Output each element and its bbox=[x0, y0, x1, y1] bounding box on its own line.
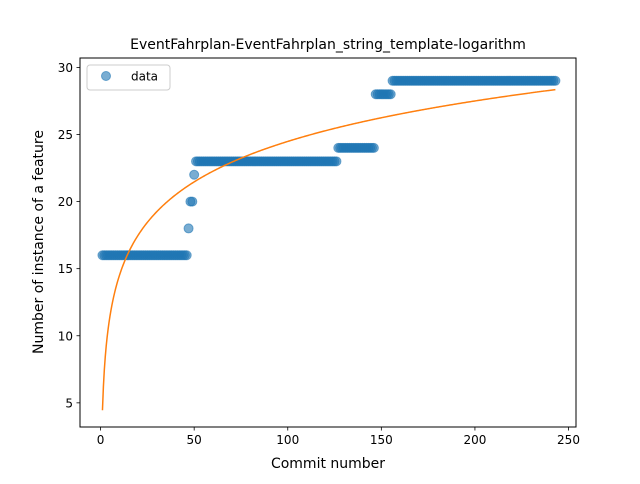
chart-title: EventFahrplan-EventFahrplan_string_templ… bbox=[130, 37, 526, 53]
y-axis: 5 10 15 20 25 30 bbox=[58, 61, 80, 410]
fit-line bbox=[101, 88, 556, 411]
data-point bbox=[181, 250, 192, 261]
y-tick-label: 30 bbox=[58, 61, 73, 75]
x-tick-label: 200 bbox=[463, 433, 486, 447]
data-point bbox=[331, 156, 342, 167]
x-tick-label: 250 bbox=[557, 433, 580, 447]
y-axis-label: Number of instance of a feature bbox=[31, 130, 47, 354]
axes-frame bbox=[79, 57, 577, 428]
data-point bbox=[368, 142, 379, 153]
data-point bbox=[187, 196, 198, 207]
legend-box bbox=[86, 64, 171, 91]
y-tick-label: 15 bbox=[58, 262, 73, 276]
y-tick-label: 5 bbox=[65, 396, 73, 410]
x-tick-label: 100 bbox=[276, 433, 299, 447]
data-point bbox=[183, 223, 194, 234]
legend-marker-data bbox=[101, 71, 111, 81]
y-tick-label: 20 bbox=[58, 195, 73, 209]
y-tick-label: 25 bbox=[58, 128, 73, 142]
x-axis: 0 50 100 150 200 250 bbox=[97, 427, 580, 447]
data-point bbox=[550, 75, 561, 86]
plot-area bbox=[97, 75, 561, 411]
legend-label-data: data bbox=[131, 70, 158, 84]
y-tick-label: 10 bbox=[58, 329, 73, 343]
legend: data bbox=[86, 64, 171, 91]
data-point bbox=[385, 89, 396, 100]
x-tick-label: 0 bbox=[97, 433, 105, 447]
x-tick-label: 50 bbox=[187, 433, 202, 447]
x-tick-label: 150 bbox=[370, 433, 393, 447]
x-axis-label: Commit number bbox=[271, 456, 385, 472]
data-point bbox=[189, 169, 200, 180]
